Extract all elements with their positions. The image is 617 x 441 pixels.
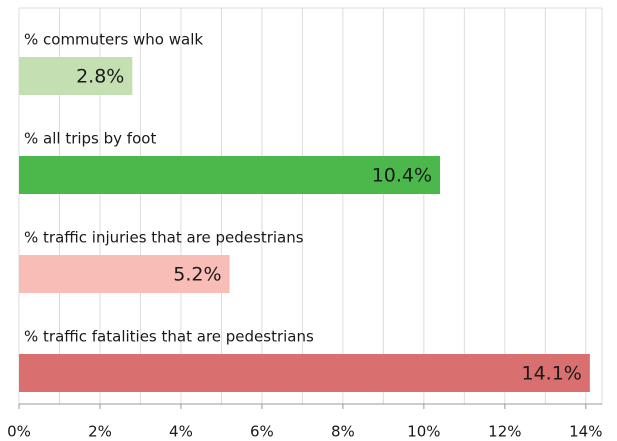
- x-tick-label: 6%: [250, 423, 274, 441]
- x-tick-label: 14%: [569, 423, 602, 441]
- x-tick-label: 8%: [331, 423, 355, 441]
- bar: [19, 255, 230, 293]
- bar: [19, 354, 590, 392]
- category-label: % commuters who walk: [24, 31, 203, 49]
- value-label: 14.1%: [521, 363, 581, 385]
- category-label: % all trips by foot: [24, 130, 156, 148]
- value-label: 10.4%: [372, 165, 432, 187]
- x-tick-label: 12%: [488, 423, 521, 441]
- x-tick-label: 4%: [169, 423, 193, 441]
- x-tick-label: 10%: [407, 423, 440, 441]
- x-tick-label: 2%: [88, 423, 112, 441]
- value-label: 2.8%: [76, 66, 124, 88]
- category-label: % traffic fatalities that are pedestrian…: [24, 328, 314, 346]
- bar: [19, 156, 441, 194]
- value-label: 5.2%: [173, 264, 221, 286]
- category-label: % traffic injuries that are pedestrians: [24, 229, 304, 247]
- x-tick-label: 0%: [7, 423, 31, 441]
- bar: [19, 57, 133, 95]
